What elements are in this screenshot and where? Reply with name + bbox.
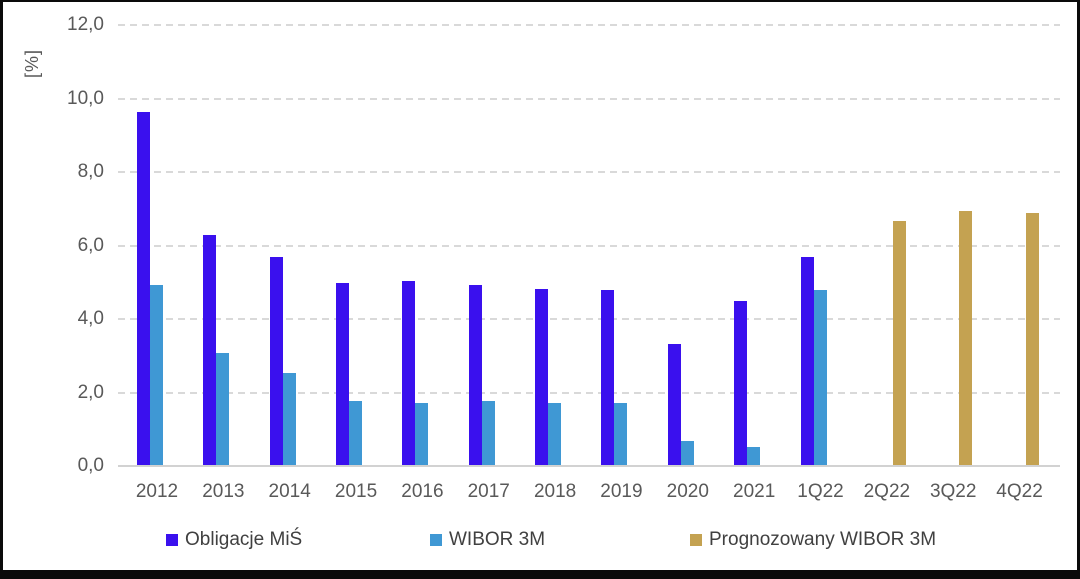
bar-wibor-3m-1q22: [813, 290, 827, 465]
gridline-4: [118, 318, 1060, 320]
legend-item-wibor-3m: WIBOR 3M: [430, 528, 545, 552]
x-tick-label-2014: 2014: [268, 481, 311, 502]
bar-obligacje-miś-2014: [269, 257, 283, 465]
gridline-2: [118, 391, 1060, 394]
x-tick-label-2q22: 2Q22: [863, 481, 911, 502]
gridline-8: [118, 171, 1060, 173]
y-tick-label-2_0: 2,0: [77, 381, 104, 403]
x-tick-label-2020: 2020: [666, 481, 709, 502]
bar-wibor-3m-2012: [150, 284, 163, 465]
x-tick-label-2015: 2015: [334, 481, 378, 502]
bar-obligacje-miś-2017: [468, 284, 482, 465]
legend-item-prognozowany-wibor-3m: Prognozowany WIBOR 3M: [690, 528, 936, 552]
bar-wibor-3m-2017: [481, 400, 495, 465]
bar-obligacje-miś-2012: [137, 112, 150, 465]
bar-obligacje-miś-2021: [734, 301, 748, 465]
y-tick-label-12_0: 12,0: [67, 14, 104, 35]
legend-swatch-prognozowany-wibor-3m: [690, 534, 702, 546]
legend-item-obligacje-mis: Obligacje MiŚ: [166, 528, 302, 552]
legend-swatch-obligacje-mis: [166, 534, 178, 546]
y-tick-label-6_0: 6,0: [77, 234, 104, 256]
y-tick-label-8_0: 8,0: [77, 161, 104, 182]
bar-obligacje-miś-2020: [667, 343, 681, 465]
bar-obligacje-miś-1q22: [800, 257, 814, 465]
bar-prognozowany-wibor-3m-3q22: [959, 211, 973, 465]
bar-obligacje-miś-2019: [601, 290, 615, 465]
bar-prognozowany-wibor-3m-4q22: [1025, 213, 1039, 465]
bar-wibor-3m-2019: [614, 402, 628, 465]
x-tick-label-3q22: 3Q22: [929, 481, 977, 502]
legend-swatch-wibor-3m: [430, 534, 442, 546]
frame-border-left: [0, 0, 3, 579]
legend-label: Obligacje MiŚ: [185, 529, 303, 550]
y-tick-label-4_0: 4,0: [77, 308, 104, 329]
bar-obligacje-miś-2016: [402, 281, 416, 465]
bar-obligacje-miś-2018: [535, 288, 549, 465]
x-tick-label-2021: 2021: [733, 481, 776, 502]
gridline-6: [118, 244, 1060, 247]
legend: Obligacje MiŚ WIBOR 3M Prognozowany WIBO…: [0, 528, 1080, 554]
x-tick-label-2016: 2016: [401, 481, 444, 502]
bar-prognozowany-wibor-3m-2q22: [892, 220, 906, 465]
bar-wibor-3m-2013: [216, 352, 230, 465]
y-tick-label-10_0: 10,0: [67, 87, 104, 109]
x-tick-label-4q22: 4Q22: [996, 481, 1043, 502]
x-tick-label-2017: 2017: [467, 481, 510, 502]
bar-wibor-3m-2021: [747, 446, 761, 465]
x-axis-line: [118, 465, 1060, 467]
x-tick-label-2019: 2019: [600, 481, 643, 502]
x-tick-label-2018: 2018: [533, 481, 577, 502]
x-tick-label-2012: 2012: [135, 481, 179, 502]
bar-obligacje-miś-2015: [336, 283, 350, 465]
bar-wibor-3m-2015: [349, 400, 363, 465]
bar-wibor-3m-2020: [680, 441, 694, 465]
frame-border-right: [1077, 0, 1080, 579]
y-tick-label-0_0: 0,0: [77, 455, 104, 476]
bar-wibor-3m-2016: [415, 402, 429, 465]
bar-obligacje-miś-2013: [203, 235, 217, 465]
gridline-12: [118, 24, 1060, 26]
bar-wibor-3m-2018: [548, 402, 562, 465]
bar-wibor-3m-2014: [282, 373, 296, 465]
frame-border-bottom: [0, 570, 1080, 579]
legend-label: WIBOR 3M: [449, 529, 546, 550]
x-tick-label-2013: 2013: [202, 481, 245, 502]
frame-border-top: [0, 0, 1080, 2]
plot-area: [118, 24, 1060, 467]
gridline-10: [118, 97, 1060, 100]
legend-label: Prognozowany WIBOR 3M: [709, 529, 937, 550]
x-tick-label-1q22: 1Q22: [797, 481, 844, 502]
